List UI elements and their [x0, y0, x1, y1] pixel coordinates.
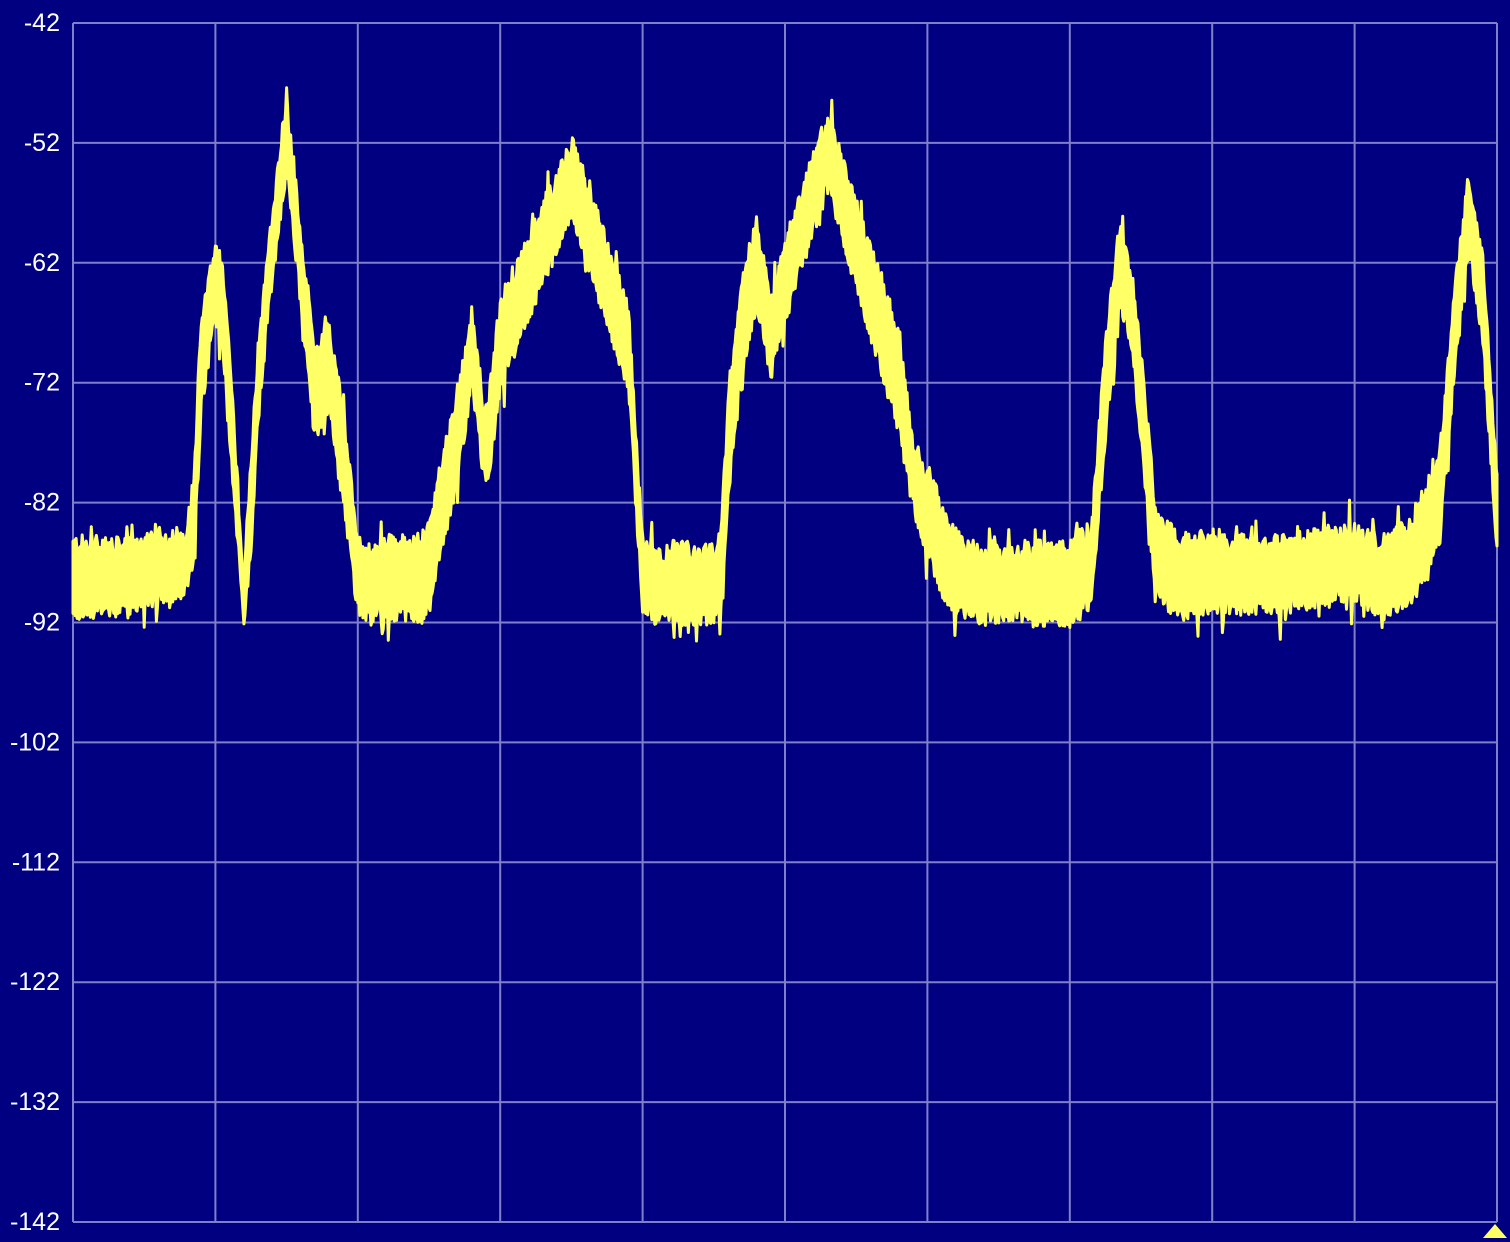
y-tick-label: -142: [10, 1208, 60, 1236]
y-tick-label: -62: [24, 249, 60, 277]
y-tick-label: -112: [12, 848, 60, 876]
trace: [71, 86, 1499, 643]
y-tick-label: -122: [10, 968, 60, 996]
y-tick-label: -52: [24, 129, 60, 157]
marker-triangle-icon[interactable]: [1483, 1224, 1507, 1238]
y-tick-label: -92: [24, 609, 60, 637]
grid: [72, 22, 1498, 1223]
y-tick-label: -82: [24, 489, 60, 517]
y-tick-label: -42: [24, 9, 60, 37]
spectrum-trace-band: [71, 86, 1499, 643]
y-axis-tick-labels: -42 -52 -62 -72 -82 -92 -102 -112 -122 -132 -142: [10, 9, 60, 1236]
y-tick-label: -102: [10, 728, 60, 756]
y-tick-label: -132: [10, 1088, 60, 1116]
y-tick-label: -72: [24, 369, 60, 397]
